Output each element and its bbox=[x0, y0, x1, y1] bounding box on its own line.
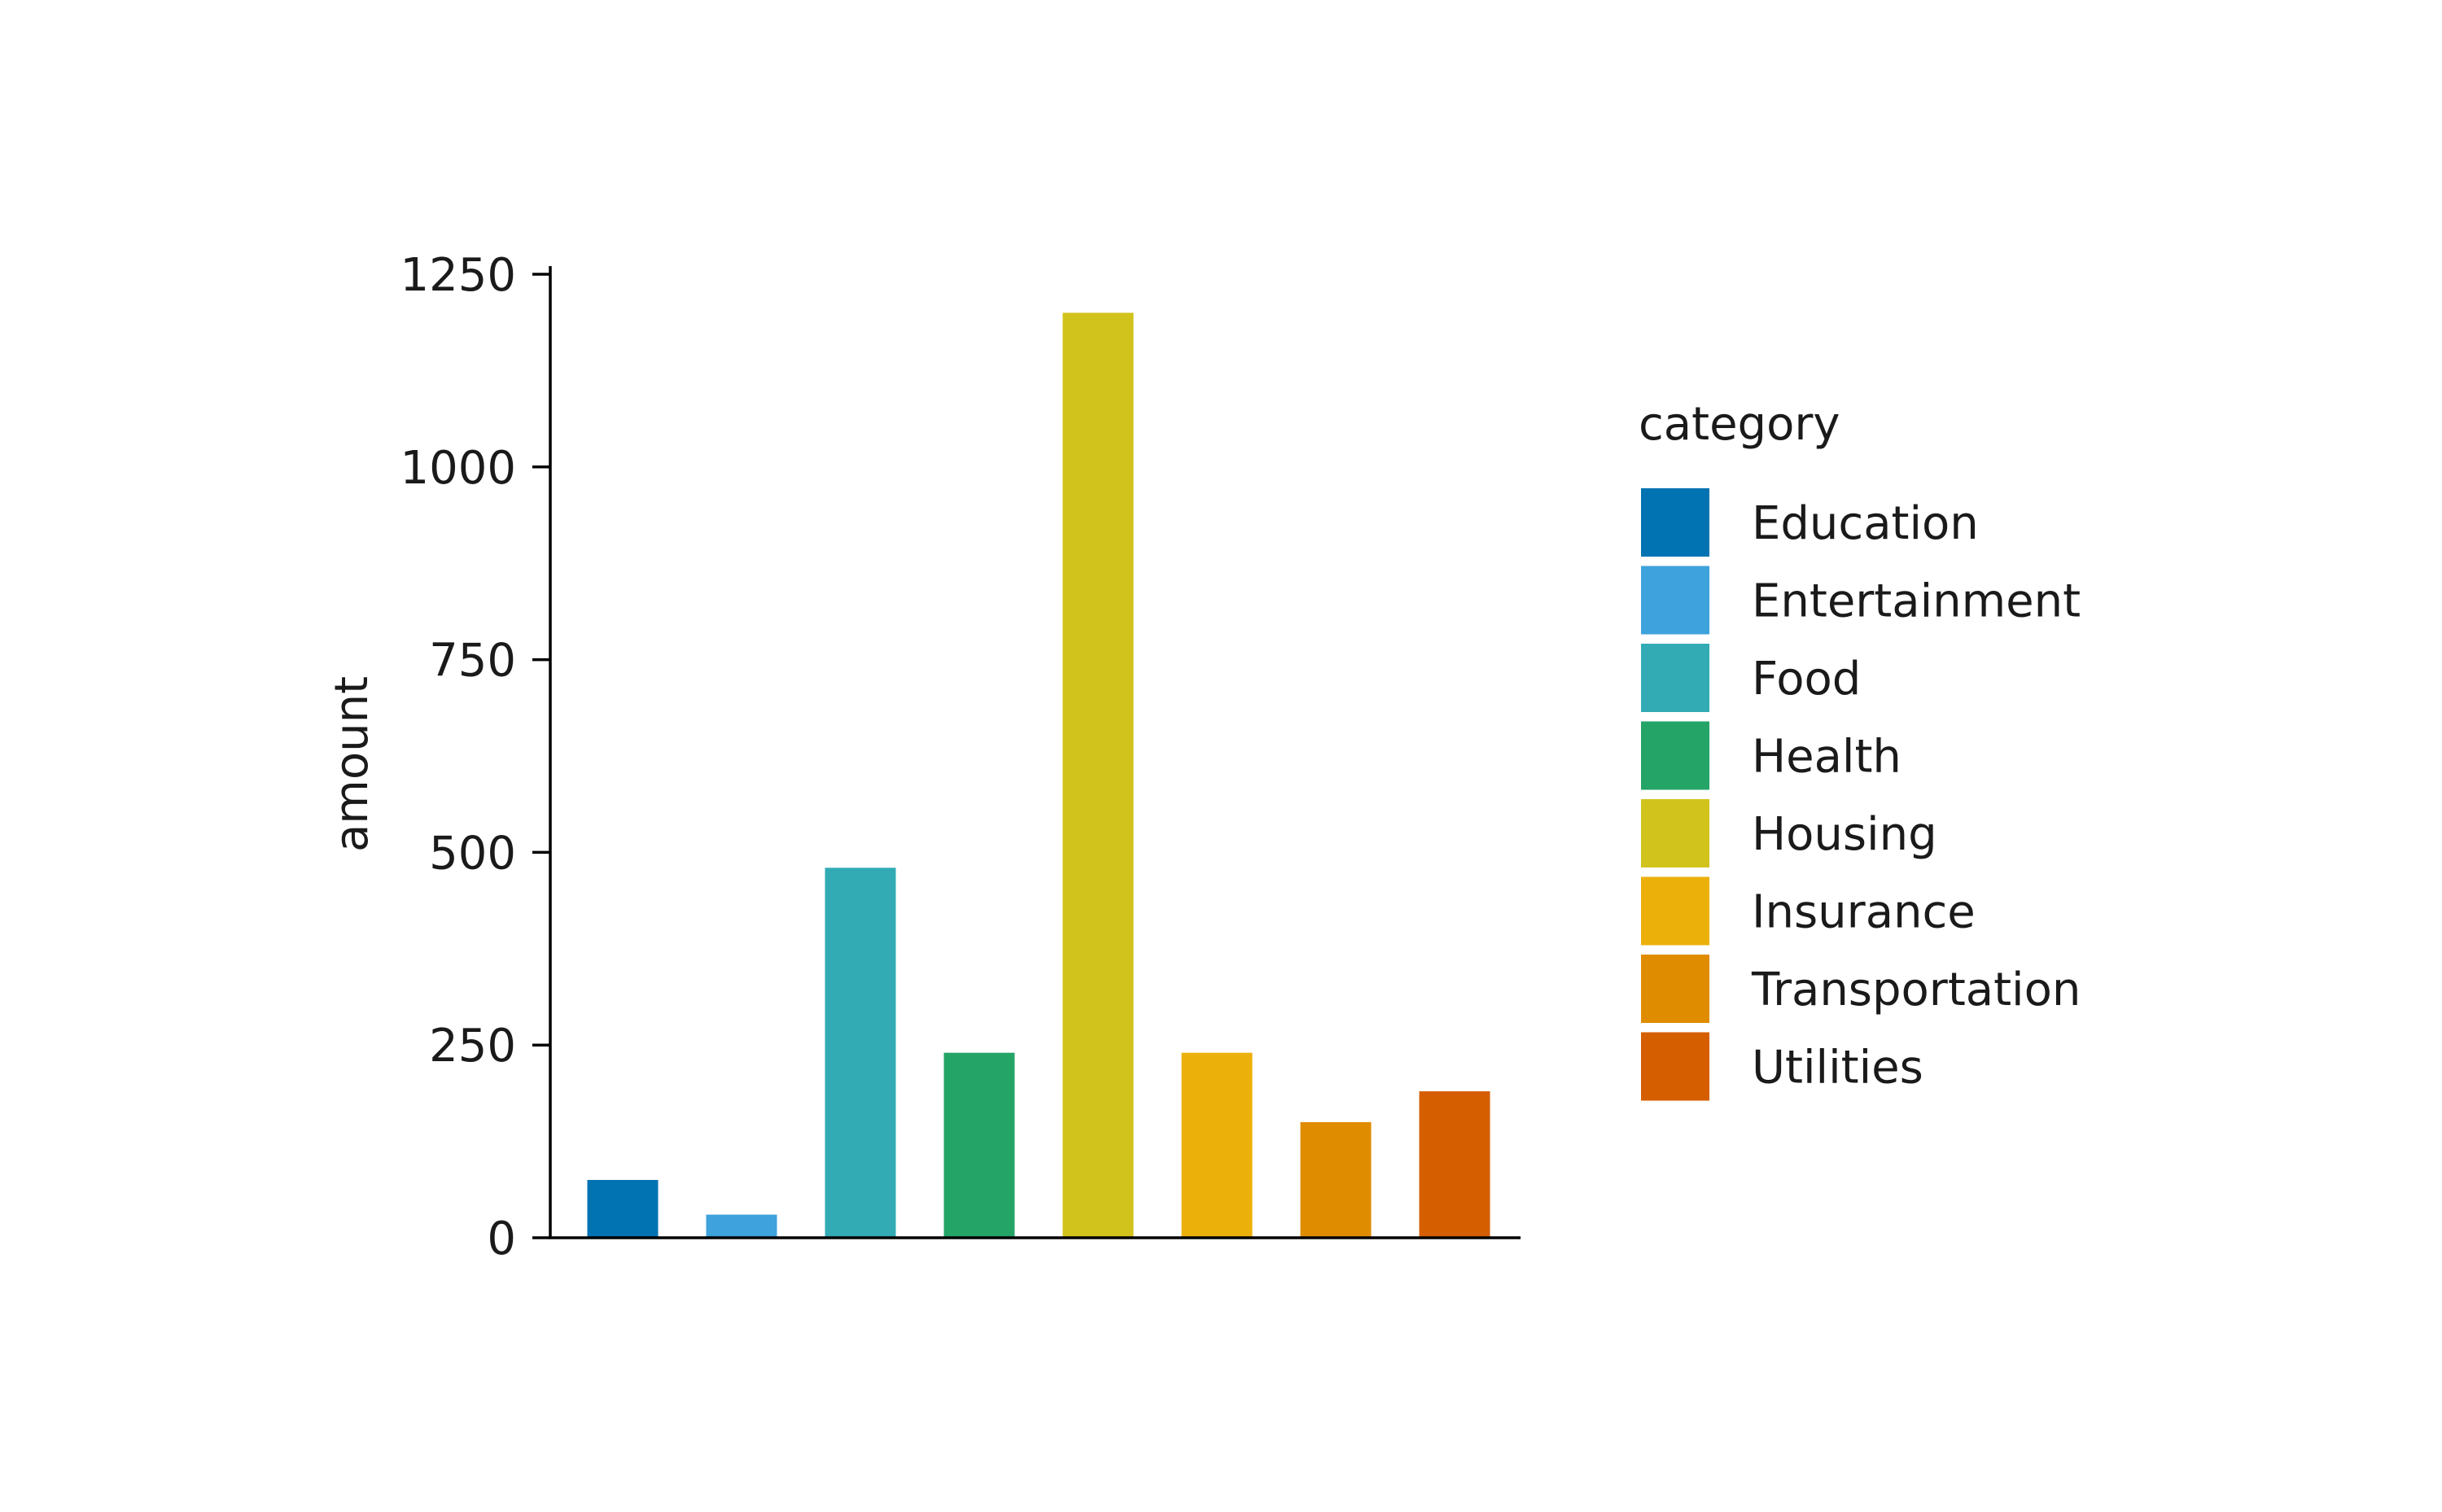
legend-item: Utilities bbox=[1641, 1032, 1923, 1101]
legend-item: Education bbox=[1641, 488, 1979, 557]
bar-food bbox=[825, 867, 896, 1238]
y-tick-label: 500 bbox=[429, 827, 516, 880]
legend-item: Entertainment bbox=[1641, 566, 2081, 635]
legend-item: Health bbox=[1641, 721, 1902, 790]
y-axis-ticks: 0 250 500 750 1000 1250 bbox=[400, 249, 550, 1265]
legend-swatch bbox=[1641, 488, 1709, 557]
legend-item: Food bbox=[1641, 644, 1861, 712]
legend-swatch bbox=[1641, 1032, 1709, 1101]
axes bbox=[549, 266, 1521, 1239]
y-tick-label: 0 bbox=[487, 1213, 516, 1265]
legend-swatch bbox=[1641, 644, 1709, 712]
bar-utilities bbox=[1419, 1091, 1490, 1238]
bars bbox=[587, 312, 1490, 1238]
bar-education bbox=[587, 1179, 659, 1238]
legend-item: Transportation bbox=[1641, 955, 2081, 1023]
legend-swatch bbox=[1641, 721, 1709, 790]
y-tick-label: 250 bbox=[429, 1020, 516, 1073]
bar-entertainment bbox=[706, 1214, 777, 1238]
legend-items: Education Entertainment Food Health Housing I… bbox=[1641, 488, 2081, 1101]
legend-item: Housing bbox=[1641, 799, 1937, 867]
legend-label: Health bbox=[1752, 731, 1902, 784]
bar-transportation bbox=[1300, 1121, 1372, 1238]
legend-swatch bbox=[1641, 955, 1709, 1023]
legend-label: Insurance bbox=[1752, 886, 1976, 939]
legend-label: Transportation bbox=[1751, 964, 2081, 1016]
legend-title: category bbox=[1639, 398, 1840, 451]
bar-health bbox=[943, 1052, 1015, 1238]
legend: category Education Entertainment Food Healt… bbox=[1639, 398, 2081, 1101]
y-tick-label: 1000 bbox=[400, 442, 516, 495]
legend-swatch bbox=[1641, 566, 1709, 635]
legend-label: Education bbox=[1752, 497, 1979, 550]
y-axis-label: amount bbox=[326, 676, 379, 852]
legend-item: Insurance bbox=[1641, 876, 1976, 946]
y-tick-label: 750 bbox=[429, 635, 516, 688]
bar-housing bbox=[1062, 312, 1134, 1238]
legend-swatch bbox=[1641, 876, 1709, 946]
legend-swatch bbox=[1641, 799, 1709, 867]
y-tick-label: 1250 bbox=[400, 249, 516, 302]
legend-label: Housing bbox=[1752, 808, 1937, 861]
legend-label: Utilities bbox=[1752, 1042, 1923, 1095]
bar-insurance bbox=[1181, 1052, 1253, 1238]
legend-label: Entertainment bbox=[1752, 575, 2081, 628]
legend-label: Food bbox=[1752, 653, 1861, 706]
